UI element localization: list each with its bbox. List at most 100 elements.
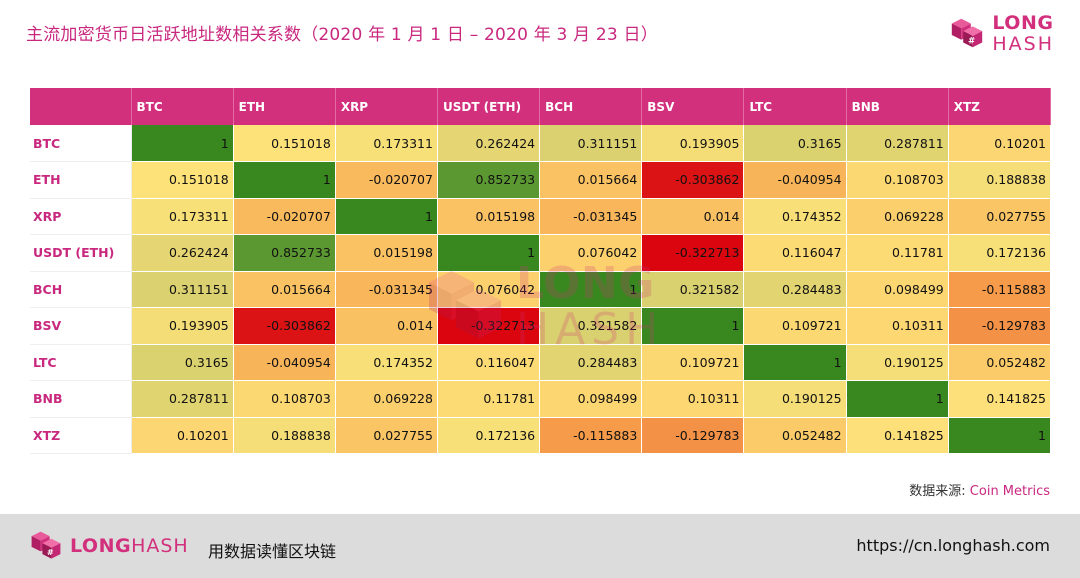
heatmap-cell-4-5: 0.321582	[641, 271, 745, 308]
table-row: ETH 0.151018 1 -0.020707 0.852733 0.015664 -0.…	[30, 161, 1052, 199]
heatmap-cell-0-5: 0.193905	[641, 125, 745, 162]
heatmap-cell-0-6: 0.3165	[743, 125, 847, 162]
heatmap-cell-5-2: 0.014	[335, 307, 438, 345]
heatmap-body: BTC 1 0.151018 0.173311 0.262424 0.311151 0.19…	[30, 125, 1052, 454]
column-header-1: ETH	[233, 88, 336, 125]
column-header-0: BTC	[131, 88, 234, 125]
heatmap-cell-5-1: -0.303862	[233, 307, 336, 345]
heatmap-cell-6-6: 1	[743, 344, 847, 381]
heatmap-cell-2-4: -0.031345	[539, 198, 643, 235]
brand-name-light: HASH	[992, 33, 1054, 55]
source-value[interactable]: Coin Metrics	[969, 484, 1050, 499]
heatmap-cell-6-0: 0.3165	[131, 344, 234, 381]
table-row: BSV 0.193905 -0.303862 0.014 -0.322713 0.3215…	[30, 307, 1052, 345]
heatmap-cell-3-6: 0.116047	[743, 234, 847, 272]
heatmap-cell-5-0: 0.193905	[131, 307, 234, 345]
row-label-5: BSV	[30, 307, 132, 345]
heatmap-cell-6-5: 0.109721	[641, 344, 745, 381]
table-row: LTC 0.3165 -0.040954 0.174352 0.116047 0.2844…	[30, 344, 1052, 381]
heatmap-cell-3-1: 0.852733	[233, 234, 336, 272]
heatmap-cell-1-8: 0.188838	[948, 161, 1052, 199]
heatmap-cell-7-3: 0.11781	[437, 380, 541, 418]
heatmap-cell-6-8: 0.052482	[948, 344, 1052, 381]
heatmap-cell-8-6: 0.052482	[743, 417, 847, 454]
footer-brand-logo[interactable]: # LONGHASH	[28, 528, 189, 564]
brand-slogan: 用数据读懂区块链	[208, 542, 337, 561]
heatmap-cell-8-7: 0.141825	[846, 417, 949, 454]
heatmap-cell-8-1: 0.188838	[233, 417, 336, 454]
table-row: BCH 0.311151 0.015664 -0.031345 0.076042 1 0.3…	[30, 271, 1052, 308]
table-row: USDT (ETH) 0.262424 0.852733 0.015198 1 0.076…	[30, 234, 1052, 272]
heatmap-cell-8-4: -0.115883	[539, 417, 643, 454]
heatmap-cell-7-6: 0.190125	[743, 380, 847, 418]
column-header-3: USDT (ETH)	[437, 88, 541, 125]
heatmap-cell-8-0: 0.10201	[131, 417, 234, 454]
row-label-3: USDT (ETH)	[30, 234, 132, 272]
heatmap-cell-2-7: 0.069228	[846, 198, 949, 235]
svg-text:#: #	[47, 547, 54, 557]
row-label-6: LTC	[30, 344, 132, 381]
heatmap-cell-7-4: 0.098499	[539, 380, 643, 418]
heatmap-cell-1-2: -0.020707	[335, 161, 438, 199]
heatmap-cell-1-6: -0.040954	[743, 161, 847, 199]
heatmap-cell-6-3: 0.116047	[437, 344, 541, 381]
brand-logo[interactable]: # LONG HASH	[948, 14, 1054, 54]
heatmap-cell-3-4: 0.076042	[539, 234, 643, 272]
heatmap-cell-6-7: 0.190125	[846, 344, 949, 381]
row-label-7: BNB	[30, 380, 132, 418]
column-header-4: BCH	[539, 88, 643, 125]
row-label-0: BTC	[30, 125, 132, 162]
heatmap-cell-1-3: 0.852733	[437, 161, 541, 199]
source-label: 数据来源:	[909, 484, 966, 499]
heatmap-cell-4-8: -0.115883	[948, 271, 1052, 308]
table-row: XTZ 0.10201 0.188838 0.027755 0.172136 -0.115…	[30, 417, 1052, 454]
heatmap-cell-7-2: 0.069228	[335, 380, 438, 418]
heatmap-cell-2-6: 0.174352	[743, 198, 847, 235]
heatmap-cell-5-5: 1	[641, 307, 745, 345]
heatmap-cell-2-2: 1	[335, 198, 438, 235]
heatmap-cell-3-8: 0.172136	[948, 234, 1052, 272]
heatmap-cell-3-3: 1	[437, 234, 541, 272]
svg-text:#: #	[968, 37, 975, 47]
heatmap-cell-7-8: 0.141825	[948, 380, 1052, 418]
heatmap-cell-5-6: 0.109721	[743, 307, 847, 345]
corner-cell	[30, 88, 132, 125]
heatmap-cell-6-4: 0.284483	[539, 344, 643, 381]
heatmap-cell-5-7: 0.10311	[846, 307, 949, 345]
heatmap-cell-4-2: -0.031345	[335, 271, 438, 308]
row-label-1: ETH	[30, 161, 132, 199]
column-header-7: BNB	[846, 88, 949, 125]
heatmap-cell-7-5: 0.10311	[641, 380, 745, 418]
heatmap-cell-6-2: 0.174352	[335, 344, 438, 381]
heatmap-cell-2-0: 0.173311	[131, 198, 234, 235]
heatmap-cell-4-6: 0.284483	[743, 271, 847, 308]
heatmap-cell-7-1: 0.108703	[233, 380, 336, 418]
heatmap-cell-3-7: 0.11781	[846, 234, 949, 272]
heatmap-cell-4-1: 0.015664	[233, 271, 336, 308]
site-url-link[interactable]: https://cn.longhash.com	[856, 536, 1050, 555]
correlation-heatmap: BTC ETH XRP USDT (ETH) BCH BSV LTC BNB XTZ BTC 1 0…	[30, 88, 1052, 454]
heatmap-cell-7-0: 0.287811	[131, 380, 234, 418]
heatmap-cell-0-4: 0.311151	[539, 125, 643, 162]
table-row: XRP 0.173311 -0.020707 1 0.015198 -0.031345 0.…	[30, 198, 1052, 235]
heatmap-cell-1-5: -0.303862	[641, 161, 745, 199]
footer-cube-logo-icon: #	[28, 528, 64, 564]
heatmap-cell-0-7: 0.287811	[846, 125, 949, 162]
heatmap-cell-8-8: 1	[948, 417, 1052, 454]
column-header-row: BTC ETH XRP USDT (ETH) BCH BSV LTC BNB XTZ	[30, 88, 1052, 125]
chart-title: 主流加密货币日活跃地址数相关系数（2020 年 1 月 1 日 – 2020 年…	[26, 25, 658, 45]
cube-logo-icon: #	[948, 15, 986, 53]
heatmap-cell-3-2: 0.015198	[335, 234, 438, 272]
row-label-4: BCH	[30, 271, 132, 308]
row-label-2: XRP	[30, 198, 132, 235]
heatmap-cell-0-0: 1	[131, 125, 234, 162]
heatmap-cell-8-5: -0.129783	[641, 417, 745, 454]
footer-brand-name-bold: LONG	[70, 534, 132, 557]
table-row: BNB 0.287811 0.108703 0.069228 0.11781 0.0984…	[30, 380, 1052, 418]
heatmap-cell-0-2: 0.173311	[335, 125, 438, 162]
correlation-table: BTC ETH XRP USDT (ETH) BCH BSV LTC BNB XTZ BTC 1 0…	[30, 88, 1052, 454]
heatmap-cell-4-3: 0.076042	[437, 271, 541, 308]
heatmap-cell-7-7: 1	[846, 380, 949, 418]
heatmap-cell-1-4: 0.015664	[539, 161, 643, 199]
